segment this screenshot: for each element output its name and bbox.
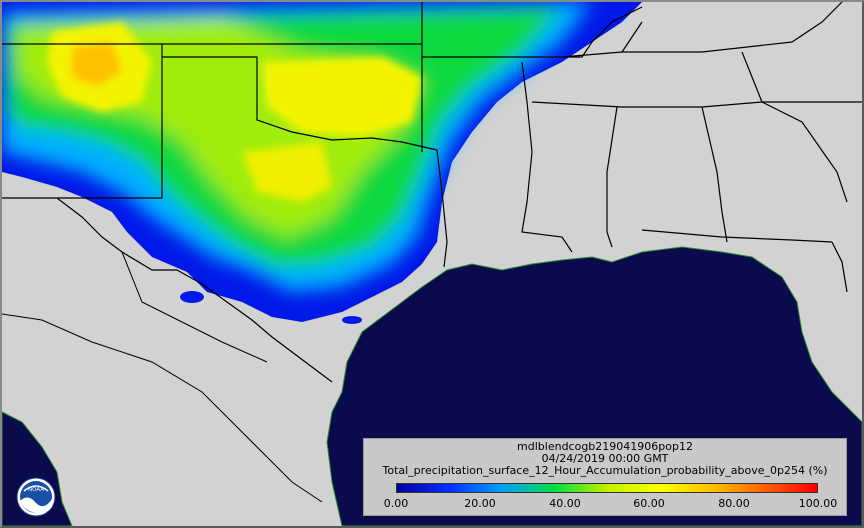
precip-field (2, 2, 642, 324)
legend-tick: 80.00 (718, 497, 750, 510)
legend-colorbar (396, 483, 818, 493)
legend-tick: 60.00 (633, 497, 665, 510)
mexico-state-border (2, 313, 323, 503)
legend-tick: 0.00 (383, 497, 409, 510)
state-borders (2, 2, 862, 293)
legend-panel: mdlblendcogb219041906pop12 04/24/2019 00… (363, 438, 847, 516)
noaa-logo: NOAA (16, 477, 56, 517)
legend-product: mdlblendcogb219041906pop12 (517, 440, 693, 453)
legend-ticks: 0.00 20.00 40.00 60.00 80.00 100.00 (364, 498, 846, 510)
mexico-state-border-2 (121, 251, 268, 363)
mexico-border (56, 197, 333, 383)
legend-tick: 40.00 (549, 497, 581, 510)
legend-variable: Total_precipitation_surface_12_Hour_Accu… (382, 464, 828, 477)
legend-tick: 100.00 (798, 497, 838, 510)
legend-tick: 20.00 (464, 497, 496, 510)
legend-valid-time: 04/24/2019 00:00 GMT (541, 452, 669, 465)
noaa-logo-text: NOAA (28, 487, 44, 493)
